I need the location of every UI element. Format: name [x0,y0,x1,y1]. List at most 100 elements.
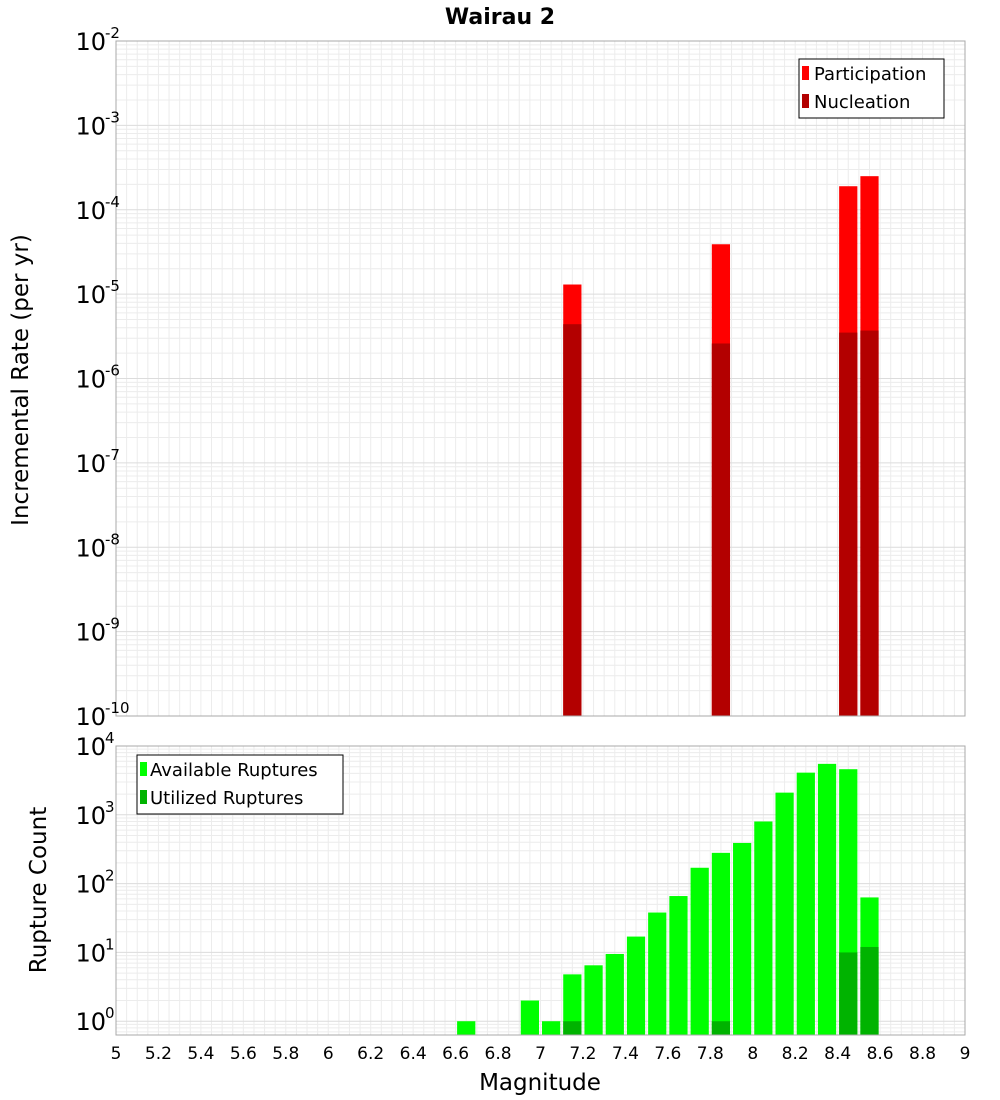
y-tick-label: 10 [75,1008,106,1036]
y-tick-label: 10 [75,703,106,731]
y-tick-label: 10 [75,939,106,967]
rate-bars [563,176,879,717]
primary-bar-count [775,792,794,1035]
primary-bar-count [754,821,773,1035]
x-tick-label: 8.4 [824,1044,851,1064]
x-tick-label: 6 [323,1044,334,1064]
primary-bar-count [733,842,752,1035]
participation-legend-swatch [802,66,809,80]
x-tick-label: 6.2 [357,1044,384,1064]
secondary-bar-count [839,952,858,1035]
primary-bar-count [711,852,731,1035]
y-tick-exponent: -5 [105,277,120,295]
secondary-bar-count [711,1021,731,1035]
y-tick-exponent: -9 [105,615,120,633]
y-tick-label: 10 [75,28,106,56]
x-tick-label: 8.8 [909,1044,936,1064]
y-tick-exponent: -7 [105,446,120,464]
primary-bar-count [542,1021,561,1035]
primary-bar-count [520,1000,539,1035]
count-bars [457,763,879,1035]
y-tick-label: 10 [75,619,106,647]
secondary-bar-count [860,946,879,1035]
x-tick-label: 5.2 [145,1044,172,1064]
secondary-bar-rate [860,330,879,716]
count-legend-box [136,754,344,815]
y-tick-exponent: -4 [105,193,120,211]
y-tick-label: 10 [75,534,106,562]
secondary-bar-rate [563,324,582,716]
x-ticks: 5 5.2 5.4 5.6 5.8 6 6.2 6.4 6.6 6.8 7 7.2 7.4 7.6 7.8 8… [111,1044,971,1064]
x-tick-label: 5.8 [272,1044,299,1064]
y-tick-label: 10 [75,450,106,478]
x-tick-label: 7.2 [569,1044,596,1064]
rate-legend: Participation Nucleation [798,58,945,119]
y-tick-label: 10 [75,281,106,309]
y-tick-label: 10 [75,112,106,140]
participation-legend-label: Participation [814,64,926,85]
count-plot-border [115,745,966,1036]
x-tick-label: 8.6 [867,1044,894,1064]
y-tick-exponent: 1 [105,935,115,953]
y-tick-exponent: 3 [105,798,115,816]
chart-title: Wairau 2 [445,5,555,30]
primary-bar-count [669,896,688,1035]
x-tick-label: 7.8 [697,1044,724,1064]
y-tick-label: 10 [75,366,106,394]
x-tick-label: 5.4 [187,1044,214,1064]
rate-plot-border [115,40,966,717]
x-tick-label: 6.4 [400,1044,427,1064]
rate-y-axis-label: Incremental Rate (per yr) [8,234,34,526]
y-tick-exponent: 4 [105,729,115,747]
secondary-bar-count [563,1021,582,1035]
x-tick-label: 8.2 [782,1044,809,1064]
y-tick-exponent: 0 [105,1004,115,1022]
x-tick-label: 7 [535,1044,546,1064]
y-tick-label: 10 [75,871,106,899]
available-legend-label: Available Ruptures [150,760,318,781]
x-tick-label: 7.6 [654,1044,681,1064]
primary-bar-count [796,772,815,1035]
x-tick-label: 5.6 [230,1044,257,1064]
y-tick-exponent: -6 [105,362,120,380]
primary-bar-count [690,867,709,1035]
y-tick-exponent: -3 [105,108,120,126]
primary-bar-count [563,974,582,1035]
x-tick-label: 7.4 [612,1044,639,1064]
nucleation-legend-swatch [802,94,809,108]
primary-bar-count [648,912,667,1035]
primary-bar-count [584,965,603,1035]
utilized-legend-label: Utilized Ruptures [150,788,303,809]
y-tick-exponent: -10 [105,699,130,717]
x-tick-label: 8 [747,1044,758,1064]
count-legend: Available Ruptures Utilized Ruptures [136,754,344,815]
x-axis-label: Magnitude [479,1070,601,1096]
count-y-axis-label: Rupture Count [26,807,52,973]
rate-legend-box [798,58,945,119]
utilized-legend-swatch [140,790,147,804]
secondary-bar-rate [839,332,858,716]
y-tick-exponent: -8 [105,530,120,548]
secondary-bar-rate [711,343,731,716]
y-tick-label: 10 [75,802,106,830]
y-tick-label: 10 [75,197,106,225]
x-tick-label: 6.6 [442,1044,469,1064]
rate-grid [115,41,966,717]
primary-bar-count [817,763,837,1035]
y-tick-exponent: -2 [105,24,120,42]
primary-bar-count [457,1021,476,1035]
x-tick-label: 5 [111,1044,122,1064]
y-tick-exponent: 2 [105,867,115,885]
primary-bar-count [605,953,624,1035]
primary-bar-count [626,936,646,1035]
available-legend-swatch [140,762,147,776]
x-tick-label: 9 [960,1044,971,1064]
nucleation-legend-label: Nucleation [814,92,910,113]
y-tick-label: 10 [75,733,106,761]
x-tick-label: 6.8 [485,1044,512,1064]
